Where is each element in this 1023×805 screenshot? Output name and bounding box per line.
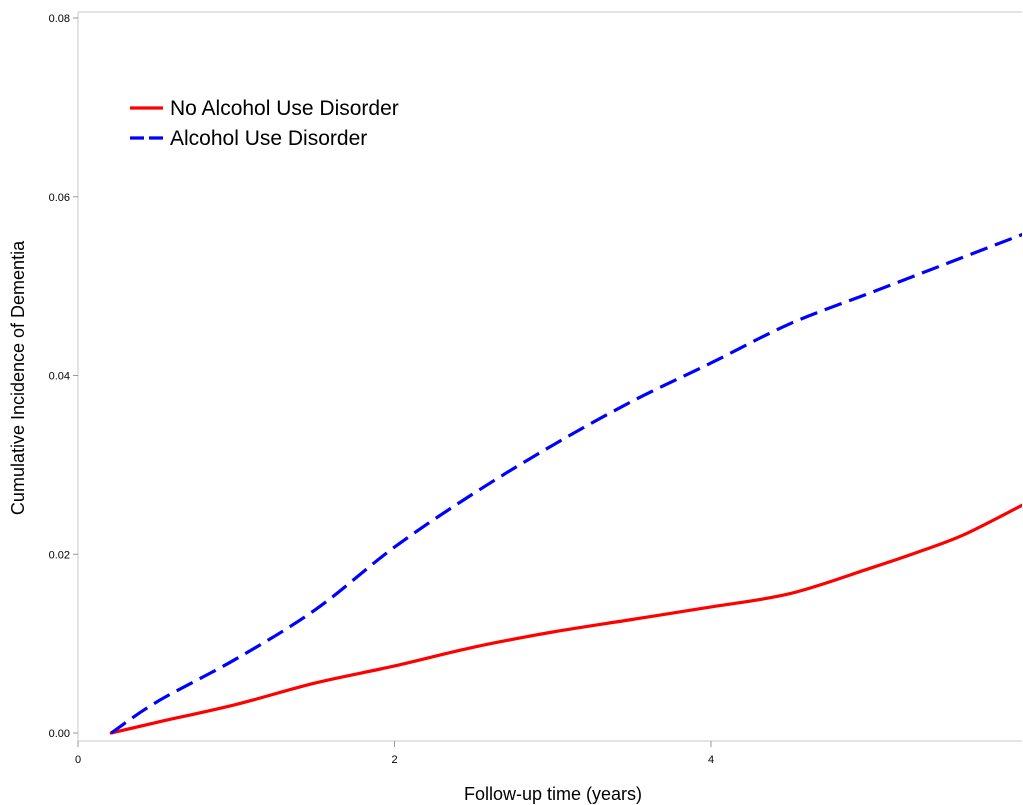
y-axis-title: Cumulative Incidence of Dementia bbox=[8, 240, 28, 515]
series-line-alcohol-use-disorder bbox=[110, 232, 1022, 735]
x-tick-label: 0 bbox=[75, 754, 81, 766]
series-line-no-alcohol-use-disorder bbox=[109, 503, 1022, 735]
y-tick-label: 0.08 bbox=[49, 13, 70, 25]
x-tick-label: 4 bbox=[708, 754, 714, 766]
plot-frame bbox=[77, 11, 1022, 742]
y-tick-label: 0.04 bbox=[49, 371, 70, 383]
y-tick-label: 0.02 bbox=[49, 549, 70, 561]
legend-label: Alcohol Use Disorder bbox=[170, 127, 367, 150]
x-tick-label: 2 bbox=[391, 754, 397, 766]
y-tick-label: 0.06 bbox=[49, 192, 70, 204]
y-tick-label: 0.00 bbox=[49, 728, 70, 740]
y-axis-ticks: 0.00 0.02 0.04 0.06 0.08 bbox=[49, 13, 78, 740]
series-layer bbox=[109, 232, 1022, 735]
legend: No Alcohol Use Disorder Alcohol Use Disor… bbox=[130, 97, 399, 150]
x-axis-title: Follow-up time (years) bbox=[464, 784, 642, 804]
x-axis-ticks: 0 2 4 bbox=[75, 741, 714, 766]
legend-label: No Alcohol Use Disorder bbox=[170, 97, 399, 120]
